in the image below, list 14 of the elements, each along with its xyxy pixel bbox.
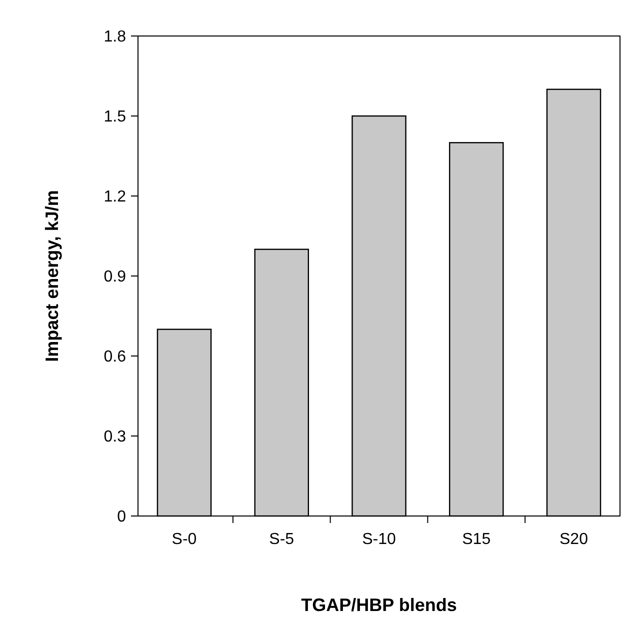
y-tick-label: 1.2 [104,188,126,206]
x-axis-title: TGAP/HBP blends [301,595,457,615]
x-tick-label: S-10 [362,531,396,548]
y-tick-label: 0.9 [104,268,126,286]
y-tick-label: 0.6 [104,348,126,366]
x-tick-label: S-0 [172,531,197,548]
x-tick-label: S15 [462,531,491,548]
y-axis-title: Impact energy, kJ/m [42,190,62,362]
x-tick-label: S-5 [269,531,294,548]
y-tick-label: 0 [117,508,126,526]
y-tick-label: 1.5 [104,108,126,126]
y-tick-label: 1.8 [104,28,126,46]
y-tick-label: 0.3 [104,428,126,446]
x-tick-label: S20 [560,531,588,548]
